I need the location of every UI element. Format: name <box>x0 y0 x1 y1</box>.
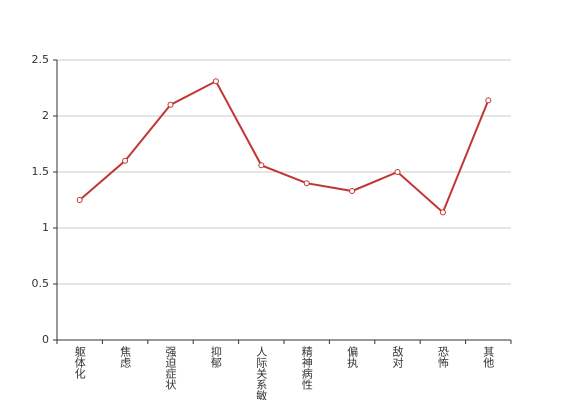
x-tick-label: 敌对 <box>391 345 404 368</box>
x-tick-label: 恐怖 <box>436 346 449 368</box>
x-tick-label: 躯体化 <box>73 346 86 380</box>
x-tick-label: 人际关系敏感 <box>255 346 268 400</box>
point <box>167 101 174 108</box>
line <box>79 79 490 215</box>
y-tick-label: 0.5 <box>32 277 50 290</box>
point <box>76 197 83 203</box>
x-tick-label: 抑郁 <box>209 345 222 368</box>
x-tick-label: 其他 <box>482 346 495 368</box>
x-tick-label: 焦虑 <box>119 346 132 368</box>
point <box>303 180 310 187</box>
y-tick-label: 1 <box>42 221 49 234</box>
point <box>212 78 219 85</box>
x-tick-label: 精神病性 <box>300 346 313 391</box>
point <box>439 209 446 216</box>
x-tick-label: 偏执 <box>346 345 359 369</box>
y-tick-label: 0 <box>42 333 49 346</box>
point <box>122 157 129 164</box>
point <box>485 97 492 104</box>
point <box>394 169 401 175</box>
x-tick-label: 强迫症状 <box>164 346 177 390</box>
y-tick-label: 1.5 <box>32 165 50 178</box>
y-tick-label: 2.5 <box>32 53 50 66</box>
point <box>258 162 265 169</box>
point <box>349 188 356 195</box>
y-tick-label: 2 <box>42 109 49 122</box>
